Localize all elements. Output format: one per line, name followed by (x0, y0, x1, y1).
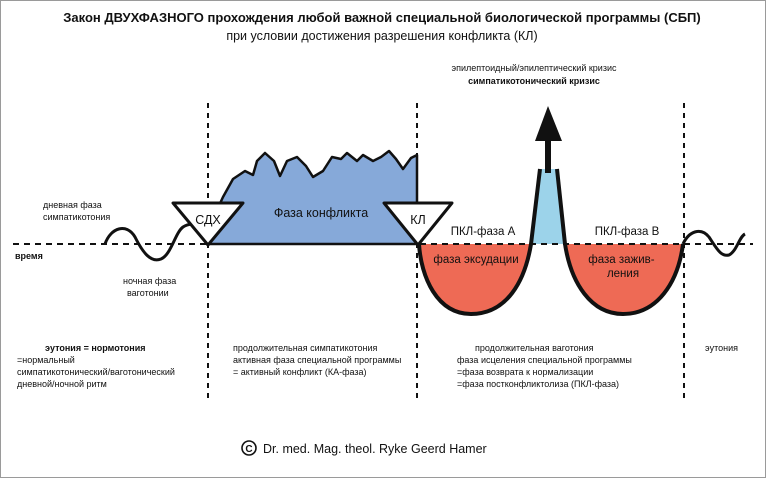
copyright-icon (241, 440, 257, 456)
time-axis-label: время (15, 251, 43, 261)
crisis-arrow (535, 106, 562, 173)
eutonia-left-line2: симпатикотонический/ваготонический (17, 367, 175, 377)
conflict-phase-label: Фаза конфликта (274, 206, 368, 220)
vagotonia-line3: =фаза возврата к нормализации (457, 367, 593, 377)
kl-marker: КЛ (382, 201, 454, 247)
eutonia-wave-right (681, 229, 746, 257)
sympathicotonia-line1: продолжительная симпатикотония (233, 343, 377, 353)
eutonia-left-heading: эутония = нормотония (45, 343, 145, 353)
eutonia-left-line3: дневной/ночной ритм (17, 379, 107, 389)
day-phase-label: дневная фаза симпатикотония (43, 200, 110, 222)
exudation-phase-label: фаза эксудации (433, 254, 518, 266)
eutonia-right-label: эутония (705, 343, 738, 353)
crisis-label-epileptoid: эпилептоидный/эпилептический кризис (452, 63, 617, 73)
vagotonia-line4: =фаза постконфликтолиза (ПКЛ-фаза) (457, 379, 619, 389)
pcl-phase-b-label: ПКЛ-фаза В (595, 226, 660, 238)
night-phase-label: ночная фаза ваготонии (123, 276, 179, 298)
eutonia-left-line1: =нормальный (17, 355, 75, 365)
vagotonia-line1: продолжительная ваготония (475, 343, 594, 353)
healing-phase-line2: ления (607, 268, 639, 280)
eutonia-left-description: эутония = нормотония =нормальный симпати… (17, 343, 177, 389)
exudation-area (419, 244, 531, 314)
night-phase-line1: ночная фаза (123, 276, 176, 286)
night-phase-line2: ваготонии (127, 288, 169, 298)
sympathicotonia-description: продолжительная симпатикотония активная … (233, 343, 404, 377)
healing-phase-line1: фаза зажив- (588, 254, 654, 266)
crisis-label-sympathicotonic: симпатикотонический кризис (468, 76, 600, 86)
day-phase-line2: симпатикотония (43, 212, 110, 222)
healing-phase-label: фаза зажив- ления (588, 254, 658, 280)
biphasic-curve (417, 168, 685, 316)
day-phase-line1: дневная фаза (43, 200, 102, 210)
sympathicotonia-line2: активная фаза специальной программы (233, 355, 401, 365)
kl-label: КЛ (410, 213, 426, 227)
copyright-symbol: C (245, 444, 252, 455)
sdh-label: СДХ (195, 213, 221, 227)
healing-area (565, 244, 683, 314)
conflict-phase-area (206, 149, 419, 246)
diagram-subtitle: при условии достижения разрешения конфли… (226, 29, 537, 43)
sdh-marker: СДХ (171, 201, 245, 247)
pcl-phase-a-label: ПКЛ-фаза А (451, 226, 516, 238)
eutonia-wave-left (103, 222, 205, 262)
copyright-text: Dr. med. Mag. theol. Ryke Geerd Hamer (263, 442, 487, 456)
vagotonia-description: продолжительная ваготония фаза исцеления… (457, 343, 634, 389)
copyright-line: C Dr. med. Mag. theol. Ryke Geerd Hamer (241, 440, 487, 456)
vagotonia-line2: фаза исцеления специальной программы (457, 355, 632, 365)
sympathicotonia-line3: = активный конфликт (КА-фаза) (233, 367, 367, 377)
diagram-title: Закон ДВУХФАЗНОГО прохождения любой важн… (63, 10, 700, 25)
